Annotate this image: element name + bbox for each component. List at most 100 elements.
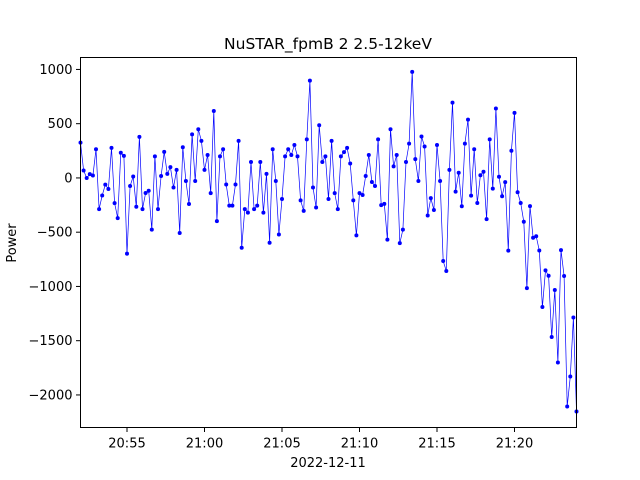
data-point — [87, 172, 92, 177]
data-point — [506, 248, 511, 253]
data-point — [509, 148, 514, 153]
data-point — [146, 188, 151, 193]
data-point — [156, 207, 160, 212]
data-point — [568, 374, 573, 379]
data-point — [500, 194, 505, 199]
data-point — [497, 174, 501, 179]
data-point — [540, 305, 545, 310]
data-point — [338, 154, 343, 159]
data-point — [317, 123, 322, 128]
data-point — [125, 251, 129, 256]
data-point — [453, 189, 458, 194]
data-point — [478, 173, 483, 178]
data-point — [199, 138, 204, 143]
data-point — [456, 170, 461, 175]
x-tick-label: 21:20 — [496, 437, 533, 452]
data-point — [466, 117, 470, 122]
chart-title: NuSTAR_fpmB 2 2.5-12keV — [224, 35, 432, 54]
data-point — [562, 274, 567, 279]
data-point — [165, 171, 170, 176]
data-point — [332, 191, 337, 196]
data-point — [543, 268, 548, 273]
data-point — [149, 227, 154, 232]
data-point — [382, 201, 387, 206]
data-point — [320, 159, 325, 164]
data-point — [152, 154, 157, 159]
data-point — [301, 208, 306, 213]
data-point — [168, 165, 173, 170]
data-point — [493, 106, 498, 111]
data-point — [304, 137, 309, 142]
data-point — [407, 141, 412, 146]
data-point — [366, 152, 371, 157]
data-point — [307, 78, 312, 83]
data-point — [379, 203, 384, 208]
x-tick-label: 21:05 — [263, 437, 300, 452]
data-point — [537, 248, 542, 253]
data-point — [162, 149, 167, 154]
data-point — [190, 132, 195, 137]
y-tick-label: −1000 — [29, 280, 73, 295]
data-point — [143, 191, 148, 196]
data-point — [404, 159, 408, 164]
data-point — [546, 273, 551, 278]
data-point — [376, 137, 381, 142]
plot-frame — [80, 57, 577, 428]
data-point — [512, 110, 517, 115]
data-point — [221, 147, 226, 152]
data-point — [205, 152, 210, 157]
data-point — [109, 145, 114, 150]
data-point — [106, 187, 111, 192]
data-point — [230, 203, 235, 208]
data-point — [484, 217, 489, 222]
data-point — [419, 134, 424, 139]
data-point — [549, 335, 554, 340]
data-point — [214, 219, 219, 224]
data-point — [472, 147, 477, 152]
data-point — [559, 248, 563, 253]
data-point — [348, 161, 353, 166]
data-point — [94, 147, 98, 152]
data-point — [363, 173, 368, 178]
data-point — [84, 175, 89, 180]
data-point — [224, 182, 229, 187]
data-point — [369, 180, 374, 185]
data-point — [447, 167, 452, 172]
data-point — [218, 154, 222, 159]
data-point — [267, 240, 272, 245]
data-point — [236, 138, 241, 143]
data-point — [270, 147, 275, 152]
data-point — [531, 235, 536, 240]
data-point — [323, 154, 328, 159]
data-point — [171, 185, 176, 190]
data-point — [329, 138, 334, 143]
data-point — [351, 198, 356, 203]
y-axis-label: Power — [5, 223, 20, 263]
data-point — [273, 178, 278, 183]
data-point — [357, 191, 362, 196]
data-point — [326, 196, 331, 201]
data-point — [555, 360, 560, 365]
data-point — [180, 145, 185, 150]
data-point — [425, 213, 430, 218]
x-tick-label: 20:55 — [108, 437, 145, 452]
data-point — [159, 173, 164, 178]
y-tick-label: −500 — [37, 226, 73, 241]
data-point — [422, 144, 427, 149]
data-point — [252, 207, 257, 212]
data-point — [276, 232, 281, 237]
data-point — [565, 404, 570, 409]
data-point — [177, 231, 182, 236]
data-point — [208, 191, 213, 196]
data-point — [118, 150, 123, 155]
x-tick-label: 21:00 — [186, 437, 223, 452]
data-point — [233, 182, 238, 187]
data-point — [360, 192, 365, 197]
data-point — [528, 204, 532, 209]
data-point — [211, 108, 216, 113]
data-point — [264, 171, 269, 176]
data-point — [524, 286, 529, 291]
